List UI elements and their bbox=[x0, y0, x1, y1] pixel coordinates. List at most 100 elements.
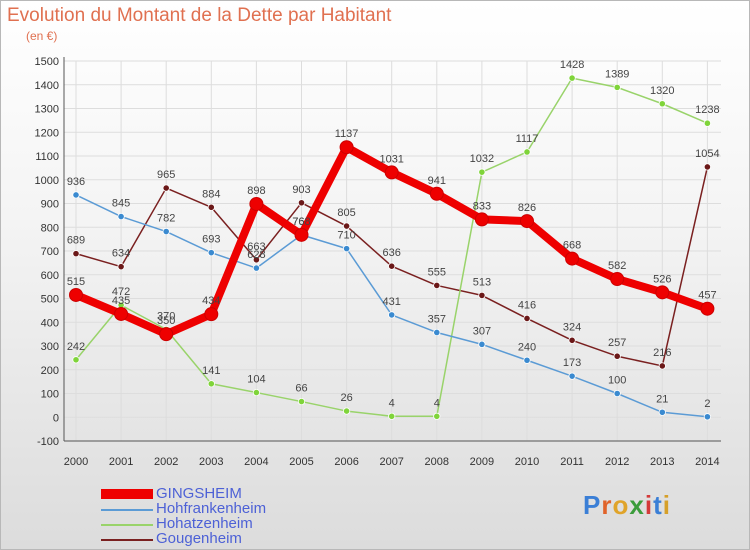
data-label-hohfrankenheim: 240 bbox=[518, 341, 536, 353]
x-tick-label: 2014 bbox=[695, 456, 719, 468]
data-point-hohatzenheim bbox=[342, 407, 351, 415]
data-point-gougenheim bbox=[117, 263, 125, 271]
y-tick-label: 100 bbox=[41, 389, 59, 401]
data-label-gougenheim: 513 bbox=[473, 276, 491, 288]
legend-swatch-hohatzenheim bbox=[101, 524, 153, 526]
data-label-hohfrankenheim: 710 bbox=[337, 230, 355, 242]
y-tick-label: 300 bbox=[41, 341, 59, 353]
data-label-gingsheim: 898 bbox=[247, 185, 265, 197]
data-label-gougenheim: 1054 bbox=[695, 148, 719, 160]
logo-letter: i bbox=[662, 490, 671, 520]
x-tick-label: 2002 bbox=[154, 456, 178, 468]
data-label-hohfrankenheim: 431 bbox=[383, 296, 401, 308]
data-point-hohfrankenheim bbox=[433, 328, 441, 337]
data-label-hohfrankenheim: 2 bbox=[704, 398, 710, 410]
y-tick-label: 200 bbox=[41, 365, 59, 377]
x-tick-label: 2003 bbox=[199, 456, 223, 468]
data-label-hohatzenheim: 1428 bbox=[560, 59, 584, 71]
logo-letter: r bbox=[601, 490, 613, 520]
data-label-gingsheim: 941 bbox=[428, 175, 446, 187]
data-point-gingsheim bbox=[204, 307, 219, 322]
legend-item-hohfrankenheim: Hohfrankenheim bbox=[101, 500, 401, 518]
x-tick-label: 2001 bbox=[109, 456, 133, 468]
data-label-gougenheim: 324 bbox=[563, 321, 581, 333]
data-label-gingsheim: 768 bbox=[292, 216, 310, 228]
logo-letter: t bbox=[653, 490, 663, 520]
data-point-hohfrankenheim bbox=[658, 408, 666, 416]
data-point-gingsheim bbox=[114, 306, 129, 321]
data-label-hohfrankenheim: 357 bbox=[428, 313, 446, 325]
legend-label-hohfrankenheim: Hohfrankenheim bbox=[156, 500, 267, 517]
y-tick-label: 1300 bbox=[35, 104, 59, 116]
data-label-gougenheim: 965 bbox=[157, 169, 175, 181]
data-point-gingsheim bbox=[384, 165, 399, 180]
y-tick-label: 1100 bbox=[35, 151, 59, 163]
data-point-gingsheim bbox=[294, 227, 309, 242]
data-point-gougenheim bbox=[297, 199, 306, 207]
data-point-hohfrankenheim bbox=[252, 264, 260, 272]
data-label-gougenheim: 884 bbox=[202, 188, 220, 200]
data-point-hohatzenheim bbox=[568, 74, 576, 82]
data-label-hohatzenheim: 1117 bbox=[516, 133, 539, 145]
data-label-hohatzenheim: 104 bbox=[247, 374, 265, 386]
data-label-hohfrankenheim: 628 bbox=[247, 249, 265, 261]
y-tick-label: -100 bbox=[37, 436, 59, 448]
data-point-hohfrankenheim bbox=[162, 227, 170, 236]
data-label-hohfrankenheim: 307 bbox=[473, 325, 491, 337]
data-point-gougenheim bbox=[207, 203, 215, 211]
data-label-hohatzenheim: 370 bbox=[157, 310, 175, 322]
data-label-gougenheim: 805 bbox=[337, 207, 355, 219]
data-point-gingsheim bbox=[339, 140, 354, 155]
data-label-hohfrankenheim: 21 bbox=[656, 393, 668, 405]
data-point-hohatzenheim bbox=[207, 380, 215, 388]
data-point-hohatzenheim bbox=[613, 83, 621, 91]
data-point-hohatzenheim bbox=[388, 412, 396, 420]
y-tick-label: 1400 bbox=[35, 80, 59, 92]
data-label-gougenheim: 257 bbox=[608, 337, 626, 349]
y-tick-label: 500 bbox=[41, 294, 59, 306]
data-point-hohfrankenheim bbox=[207, 249, 215, 257]
logo-letter: o bbox=[612, 490, 630, 520]
proxiti-logo: Proxiti bbox=[583, 490, 671, 521]
data-label-hohatzenheim: 141 bbox=[202, 365, 220, 377]
data-label-gingsheim: 435 bbox=[112, 295, 130, 307]
data-label-gingsheim: 833 bbox=[473, 200, 491, 212]
data-label-gingsheim: 826 bbox=[518, 202, 536, 214]
y-tick-label: 700 bbox=[41, 246, 59, 258]
x-tick-label: 2000 bbox=[64, 456, 88, 468]
chart-title: Evolution du Montant de la Dette par Hab… bbox=[7, 5, 392, 26]
y-tick-label: 0 bbox=[53, 412, 59, 424]
data-label-hohatzenheim: 66 bbox=[295, 383, 307, 395]
data-label-hohatzenheim: 1238 bbox=[695, 104, 719, 116]
data-point-gingsheim bbox=[69, 287, 83, 302]
data-label-hohfrankenheim: 100 bbox=[608, 375, 626, 387]
unit-label: (en €) bbox=[26, 29, 58, 43]
y-tick-label: 800 bbox=[41, 222, 59, 234]
y-tick-label: 600 bbox=[41, 270, 59, 282]
data-point-gingsheim bbox=[159, 327, 174, 342]
data-point-gingsheim bbox=[249, 196, 264, 211]
data-point-gougenheim bbox=[568, 336, 576, 344]
data-point-hohfrankenheim bbox=[388, 311, 396, 319]
data-label-gingsheim: 457 bbox=[698, 290, 716, 302]
legend-item-gougenheim: Gougenheim bbox=[101, 530, 401, 548]
data-point-hohatzenheim bbox=[252, 388, 260, 397]
x-tick-label: 2005 bbox=[289, 456, 313, 468]
data-label-gingsheim: 350 bbox=[157, 315, 175, 327]
x-tick-label: 2010 bbox=[515, 456, 539, 468]
legend-label-gougenheim: Gougenheim bbox=[156, 530, 242, 547]
data-point-hohfrankenheim bbox=[117, 212, 125, 221]
data-point-hohfrankenheim bbox=[613, 389, 621, 398]
data-point-hohatzenheim bbox=[297, 397, 306, 406]
data-point-gingsheim bbox=[520, 214, 534, 229]
data-point-gougenheim bbox=[388, 262, 396, 270]
data-label-hohatzenheim: 26 bbox=[340, 392, 352, 404]
data-label-gingsheim: 1031 bbox=[379, 153, 403, 165]
x-tick-label: 2012 bbox=[605, 456, 629, 468]
data-label-hohatzenheim: 472 bbox=[112, 286, 130, 298]
data-label-hohatzenheim: 242 bbox=[67, 341, 85, 353]
data-label-gingsheim: 515 bbox=[67, 276, 85, 288]
y-tick-label: 1200 bbox=[35, 127, 59, 139]
